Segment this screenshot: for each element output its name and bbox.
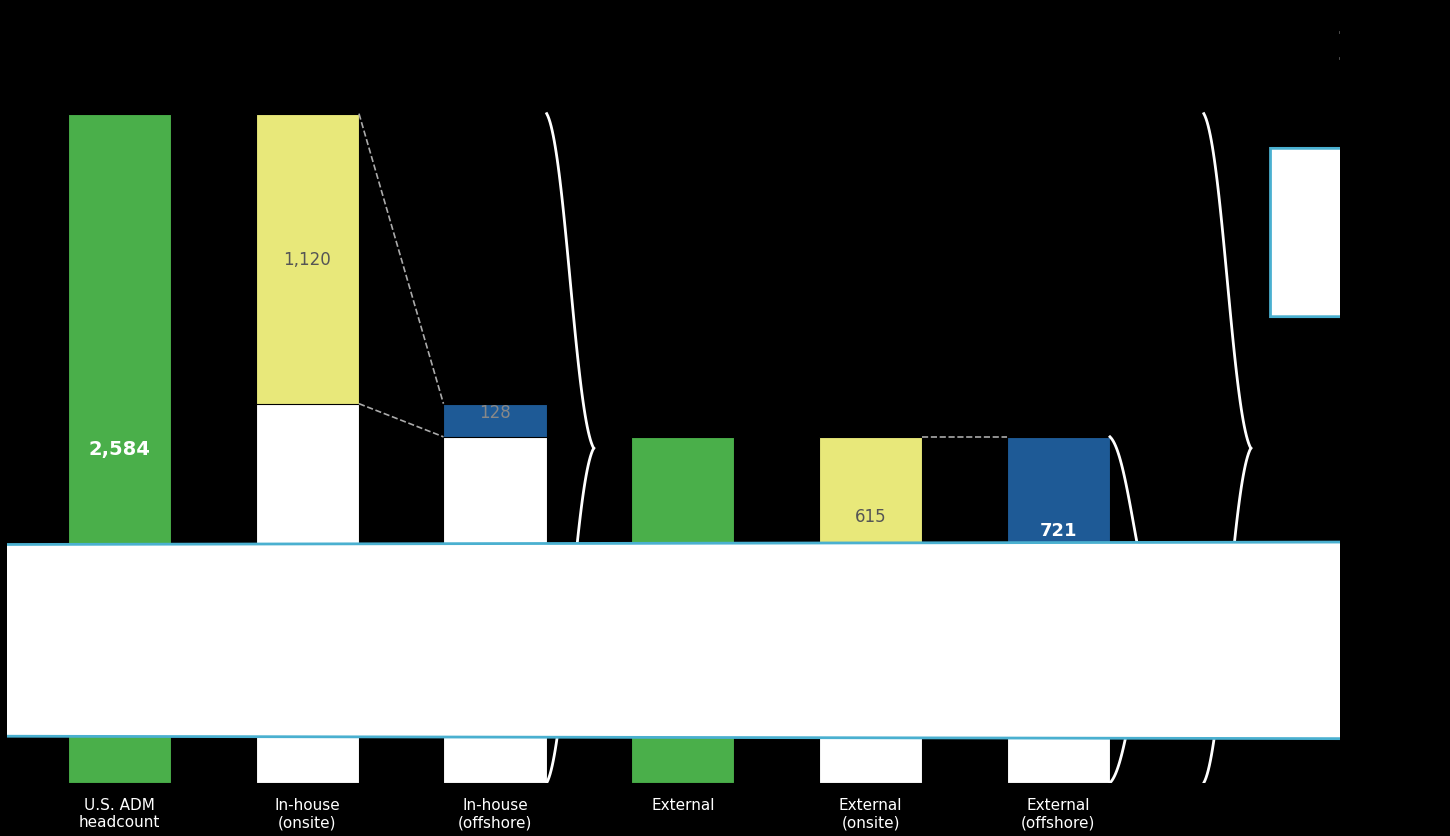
Text: Value was
~24% in 2007: Value was ~24% in 2007 (1347, 612, 1450, 648)
Polygon shape (0, 543, 1450, 739)
Bar (255, 115, 360, 782)
Bar (68, 115, 171, 782)
Bar (444, 404, 547, 437)
Text: 721: 721 (1040, 522, 1077, 539)
Text: 1,120: 1,120 (283, 250, 331, 268)
Bar (631, 437, 735, 782)
Text: 615: 615 (856, 507, 886, 526)
Bar (255, 115, 360, 404)
Bar (1006, 437, 1111, 782)
Bar (819, 437, 922, 596)
Bar (819, 437, 922, 782)
FancyBboxPatch shape (1270, 149, 1450, 318)
Bar (1006, 437, 1111, 624)
Text: 1,336: 1,336 (652, 600, 713, 619)
Bar (444, 404, 547, 782)
Text: 2,584: 2,584 (88, 439, 151, 458)
Text: 128: 128 (478, 404, 510, 422)
Text: Offshore
penetration
into total ADM
resource pool
is ~33%: Offshore penetration into total ADM reso… (1344, 177, 1449, 276)
